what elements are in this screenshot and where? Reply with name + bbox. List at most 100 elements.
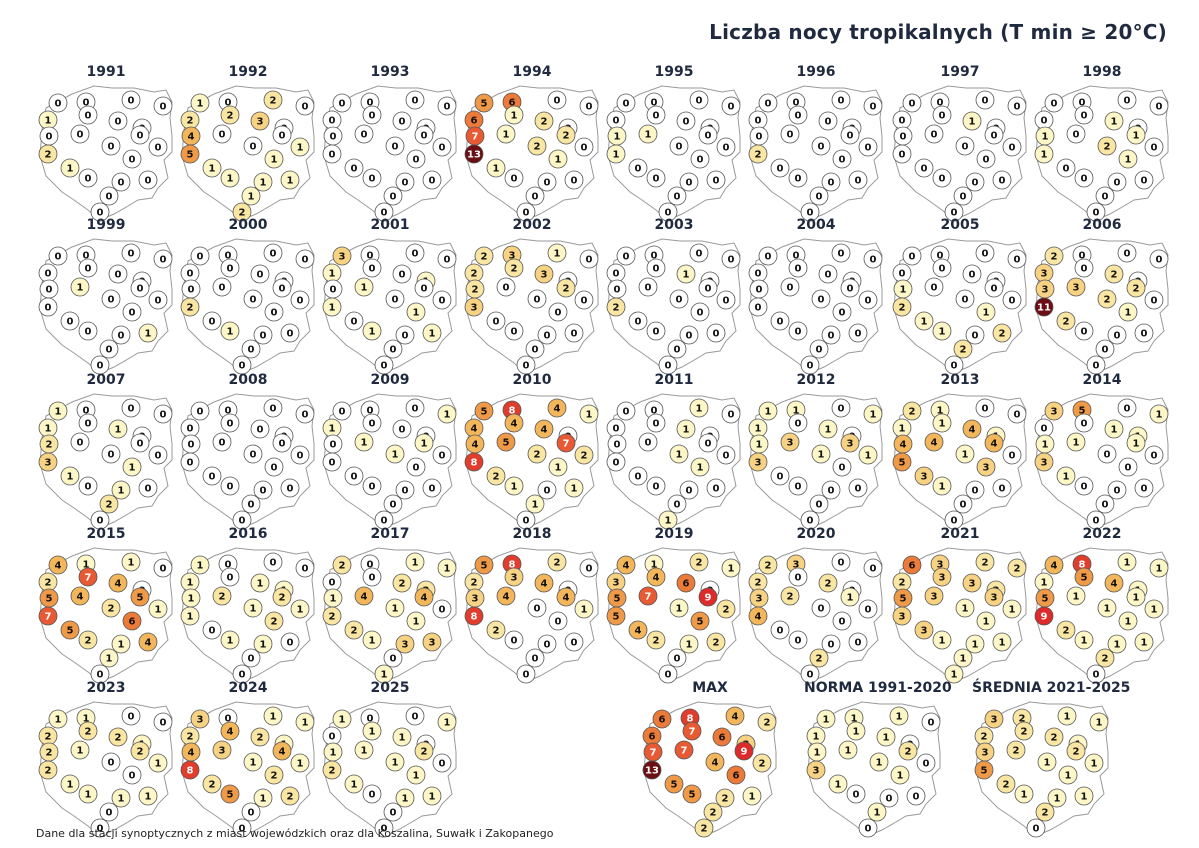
station-value: 5 [671, 780, 678, 791]
station-circle [932, 413, 952, 433]
station-circle [241, 186, 261, 206]
station-marker: 1 [953, 648, 973, 668]
station-marker: 1 [976, 302, 996, 322]
station-value: 1 [369, 327, 376, 338]
station-value: 0 [330, 440, 337, 451]
station-value: 1 [361, 438, 368, 449]
station-value: 2 [759, 759, 766, 770]
station-value: 3 [402, 640, 409, 651]
station-circle [148, 137, 168, 157]
station-marker: 1 [932, 413, 952, 433]
station-marker: 4 [181, 742, 201, 762]
station-circle [667, 494, 687, 514]
station-circle [180, 452, 200, 472]
station-marker: 0 [537, 172, 557, 192]
station-marker: 1 [976, 611, 996, 631]
station-marker: 1 [1047, 788, 1067, 808]
station-value: 1 [1111, 425, 1118, 436]
station-value: 2 [613, 303, 620, 314]
station-circle [758, 401, 778, 421]
station-circle [664, 774, 684, 794]
station-marker: 0 [60, 311, 80, 331]
station-marker: 0 [153, 96, 173, 116]
station-circle [1117, 552, 1137, 572]
station-marker: 0 [202, 620, 222, 640]
station-circle [280, 170, 300, 190]
station-value: 0 [511, 636, 518, 647]
station-marker: 2 [1097, 136, 1117, 156]
station-circle [574, 290, 594, 310]
station-circle [414, 278, 434, 298]
station-circle [832, 302, 852, 322]
station-circle [1034, 297, 1054, 317]
station-value: 3 [991, 593, 998, 604]
station-circle [78, 105, 98, 125]
station-marker: 1 [1118, 611, 1138, 631]
station-marker: 0 [821, 325, 841, 345]
station-marker: 0 [1097, 444, 1117, 464]
station-circle [642, 760, 662, 780]
station-marker: 0 [383, 186, 403, 206]
station-marker: 2 [38, 726, 58, 746]
station-circle [504, 105, 524, 125]
station-circle [1002, 137, 1022, 157]
station-value: 0 [651, 251, 658, 262]
station-circle [243, 444, 263, 464]
station-value: 1 [897, 771, 904, 782]
station-marker: 0 [892, 263, 912, 283]
station-circle [121, 398, 141, 418]
poland-map: 582023403440812000000 [464, 547, 599, 684]
station-marker: 0 [322, 144, 342, 164]
station-value: 1 [614, 132, 621, 143]
station-marker: 2 [212, 586, 232, 606]
station-circle [527, 444, 547, 464]
station-value: 0 [129, 155, 136, 166]
poland-map: 000000001100100000000 [606, 85, 741, 222]
poland-map: 201100221441202113301 [322, 547, 457, 684]
station-circle [264, 611, 284, 631]
station-circle [809, 186, 829, 206]
station-circle [392, 111, 412, 131]
station-circle [863, 96, 883, 116]
station-marker: 0 [628, 466, 648, 486]
station-value: 1 [845, 746, 852, 757]
station-value: 0 [187, 269, 194, 280]
station-value: 0 [855, 638, 862, 649]
station-circle [153, 712, 173, 732]
station-value: 1 [260, 794, 267, 805]
station-circle [1074, 413, 1094, 433]
station-marker: 1 [525, 494, 545, 514]
station-circle [788, 168, 808, 188]
station-circle [60, 620, 80, 640]
station-value: 0 [390, 654, 397, 665]
station-circle [1086, 664, 1106, 684]
station-marker: 3 [892, 606, 912, 626]
station-value: 0 [723, 451, 730, 462]
station-marker: 2 [39, 434, 59, 454]
station-circle [858, 445, 878, 465]
station-circle [780, 432, 800, 452]
station-value: 0 [544, 331, 551, 342]
station-value: 0 [777, 317, 784, 328]
station-value: 0 [554, 96, 561, 107]
station-marker: 0 [48, 93, 68, 113]
station-circle [250, 573, 270, 593]
station-circle [464, 452, 484, 472]
station-value: 2 [115, 733, 122, 744]
station-value: 0 [369, 111, 376, 122]
station-circle [976, 149, 996, 169]
station-value: 0 [523, 361, 530, 372]
station-circle [138, 323, 158, 343]
station-value: 0 [197, 407, 204, 418]
station-circle [272, 125, 292, 145]
station-value: 1 [853, 727, 860, 738]
station-marker: 0 [290, 445, 310, 465]
station-marker: 6 [652, 709, 672, 729]
station-value: 1 [83, 560, 90, 571]
station-circle [638, 432, 658, 452]
station-marker: 0 [220, 567, 240, 587]
station-circle [1118, 457, 1138, 477]
station-value: 0 [982, 249, 989, 260]
station-marker: 0 [984, 278, 1004, 298]
station-value: 0 [1009, 451, 1016, 462]
